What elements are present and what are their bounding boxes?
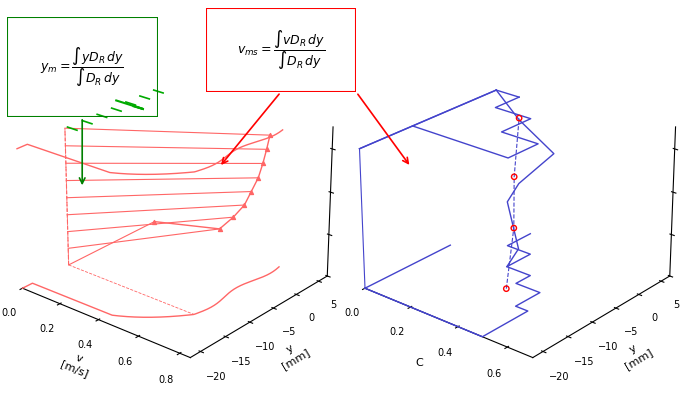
Y-axis label: y
[mm]: y [mm] xyxy=(275,337,312,371)
X-axis label: C: C xyxy=(415,359,423,368)
Text: $y_m = \dfrac{\int y D_R\, dy}{\int D_R\, dy}$: $y_m = \dfrac{\int y D_R\, dy}{\int D_R\… xyxy=(40,45,124,89)
X-axis label: v
[m/s]: v [m/s] xyxy=(59,348,95,379)
Text: $v_{ms} = \dfrac{\int v D_R\, dy}{\int D_R\, dy}$: $v_{ms} = \dfrac{\int v D_R\, dy}{\int D… xyxy=(237,28,325,72)
Y-axis label: y
[mm]: y [mm] xyxy=(617,337,654,371)
